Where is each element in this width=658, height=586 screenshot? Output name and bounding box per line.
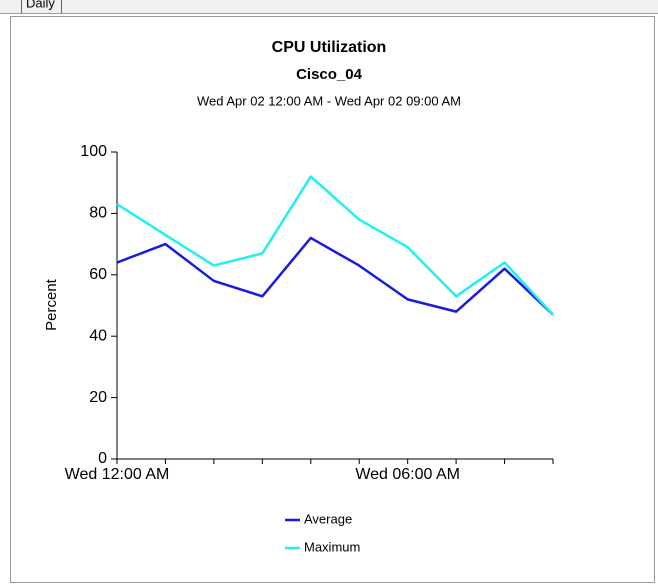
chart-title: CPU Utilization [272, 39, 387, 56]
series-line [116, 175, 554, 316]
y-tick-label: 100 [80, 143, 107, 160]
series-line [116, 236, 554, 316]
x-tick-label: Wed 12:00 AM [65, 466, 170, 483]
date-range: Wed Apr 02 12:00 AM - Wed Apr 02 09:00 A… [197, 93, 461, 108]
y-tick-label: 20 [89, 389, 107, 406]
y-axis-label: Percent [43, 278, 60, 331]
legend-label: Maximum [304, 539, 360, 554]
legend-label: Average [304, 511, 352, 526]
y-tick-label: 60 [89, 266, 107, 283]
tab-strip [0, 0, 658, 14]
y-tick-label: 40 [89, 327, 107, 344]
y-tick-label: 80 [89, 205, 107, 222]
chart-subtitle: Cisco_04 [296, 66, 363, 83]
chart-frame [10, 16, 655, 583]
tab-label[interactable]: Daily [26, 0, 55, 10]
x-tick-label: Wed 06:00 AM [355, 466, 460, 483]
y-tick-label: 0 [98, 450, 107, 467]
